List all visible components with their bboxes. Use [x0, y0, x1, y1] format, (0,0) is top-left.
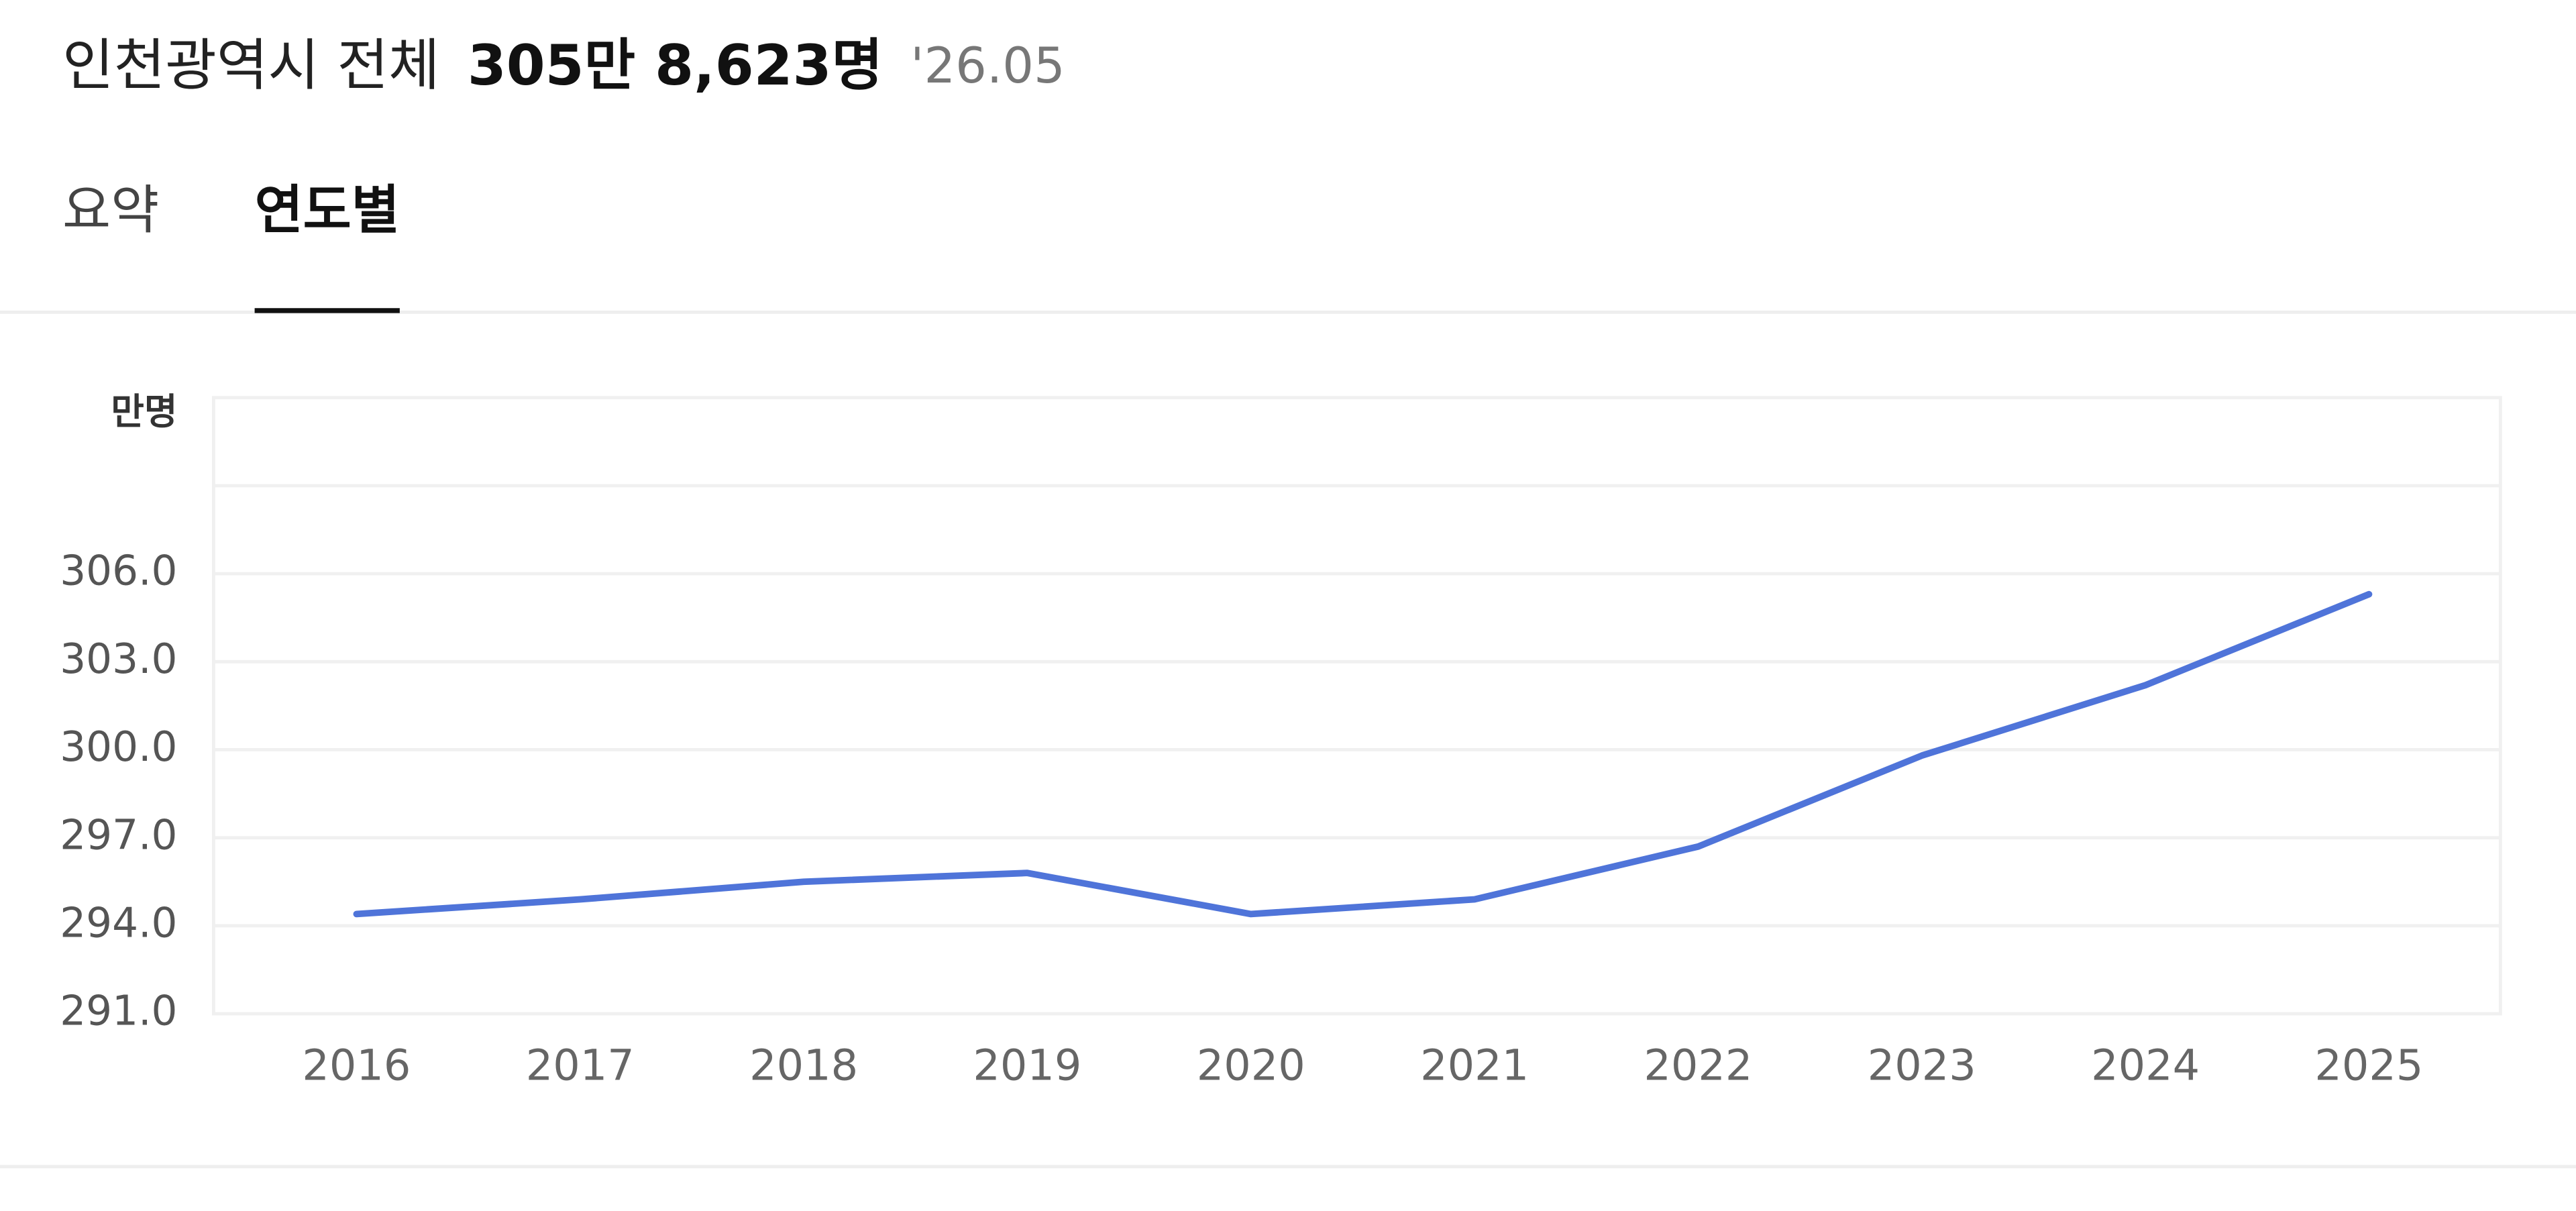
plot-frame [211, 396, 2502, 1016]
y-tick-label: 306.0 [60, 547, 177, 595]
x-tick-label: 2025 [2314, 1041, 2423, 1090]
header-date: '26.05 [910, 38, 1065, 95]
x-tick-label: 2018 [749, 1041, 858, 1090]
y-tick-label: 300.0 [60, 723, 177, 771]
x-tick-label: 2021 [1420, 1041, 1529, 1090]
y-unit: 만명 [111, 390, 177, 433]
tab[interactable]: 요약 [62, 180, 159, 241]
y-tick-label: 291.0 [60, 988, 177, 1035]
header-title: 인천광역시 전체 [62, 33, 440, 98]
header: 인천광역시 전체 305만 8,623명 '26.05 [62, 33, 1065, 98]
tab[interactable]: 연도별 [255, 180, 400, 241]
x-tick-label: 2019 [973, 1041, 1081, 1090]
x-tick-label: 2023 [1868, 1041, 1976, 1090]
header-total: 305만 8,623명 [468, 33, 883, 98]
y-tick-label: 294.0 [60, 899, 177, 947]
x-tick-label: 2016 [302, 1041, 411, 1090]
data-line [353, 590, 2373, 918]
x-tick-label: 2024 [2091, 1041, 2200, 1090]
x-tick-label: 2017 [526, 1041, 635, 1090]
x-tick-label: 2022 [1644, 1041, 1752, 1090]
x-tick-label: 2020 [1197, 1041, 1305, 1090]
y-tick-label: 303.0 [60, 635, 177, 683]
y-tick-label: 297.0 [60, 811, 177, 859]
